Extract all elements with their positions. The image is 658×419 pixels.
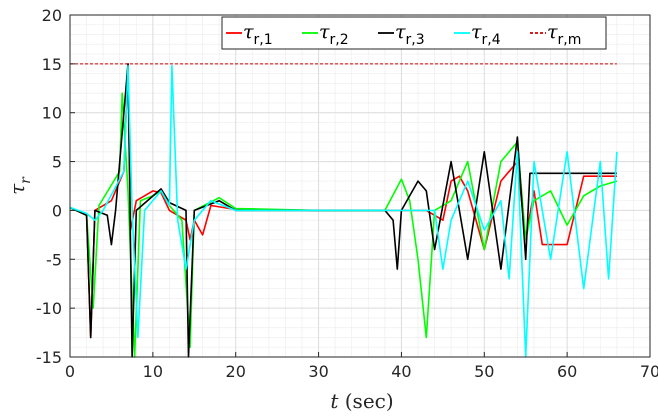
legend-label-subscript: r,2 xyxy=(330,32,349,48)
legend-label: τr,3 xyxy=(395,21,425,48)
x-tick-labels: 0 10 20 30 40 50 60 70 xyxy=(65,362,658,381)
legend-label: τr,1 xyxy=(243,21,273,48)
legend-label: τr,2 xyxy=(319,21,349,48)
y-tick-label: 15 xyxy=(42,55,62,74)
x-tick-label: 40 xyxy=(391,362,411,381)
plot-frame xyxy=(69,14,651,358)
legend: τr,1 τr,2 τr,3 τr,4 τr,m xyxy=(221,16,607,50)
y-axis-title: τr xyxy=(5,176,34,195)
legend-label-subscript: r,m xyxy=(558,32,582,48)
legend-label: τr,m xyxy=(547,21,581,48)
plot-area-background xyxy=(70,15,650,357)
legend-item-r-3: τr,3 xyxy=(378,21,425,48)
y-tick-labels: -15 -10 -5 0 5 10 15 20 xyxy=(36,6,62,367)
x-tick-label: 20 xyxy=(226,362,246,381)
legend-label-symbol: τ xyxy=(471,21,482,43)
x-tick-label: 30 xyxy=(308,362,328,381)
x-tick-label: 10 xyxy=(143,362,163,381)
x-axis-title: t (sec) xyxy=(330,389,393,413)
y-axis-title-subscript: r xyxy=(18,176,34,184)
legend-item-r-1: τr,1 xyxy=(226,21,273,48)
axis-ticks xyxy=(69,14,651,358)
legend-item-r-4: τr,4 xyxy=(454,21,501,48)
y-tick-label: -15 xyxy=(36,348,62,367)
y-tick-label: 5 xyxy=(52,153,62,172)
y-tick-label: 20 xyxy=(42,6,62,25)
x-axis-title-variable: t xyxy=(330,389,339,413)
minor-gridlines xyxy=(70,15,650,357)
y-tick-label: -5 xyxy=(46,250,62,269)
x-tick-label: 60 xyxy=(557,362,577,381)
x-tick-label: 70 xyxy=(640,362,658,381)
legend-label-subscript: r,1 xyxy=(254,32,273,48)
legend-label-symbol: τ xyxy=(395,21,406,43)
series-layer xyxy=(69,63,618,358)
y-tick-label: -10 xyxy=(36,299,62,318)
legend-item-r-m: τr,m xyxy=(530,21,581,48)
x-tick-label: 50 xyxy=(474,362,494,381)
legend-item-r-2: τr,2 xyxy=(302,21,349,48)
legend-label-subscript: r,4 xyxy=(482,32,501,48)
series-line-r-4 xyxy=(69,65,618,358)
legend-label-symbol: τ xyxy=(319,21,330,43)
x-tick-label: 0 xyxy=(65,362,75,381)
y-tick-label: 10 xyxy=(42,104,62,123)
y-tick-label: 0 xyxy=(52,201,62,220)
y-axis-title-symbol: τ xyxy=(5,183,29,195)
legend-label-subscript: r,3 xyxy=(406,32,425,48)
legend-items: τr,1 τr,2 τr,3 τr,4 τr,m xyxy=(226,21,581,48)
legend-label-symbol: τ xyxy=(547,21,558,43)
legend-label-symbol: τ xyxy=(243,21,254,43)
plot-area xyxy=(69,14,651,358)
legend-label: τr,4 xyxy=(471,21,501,48)
x-axis-title-unit: (sec) xyxy=(338,389,393,413)
